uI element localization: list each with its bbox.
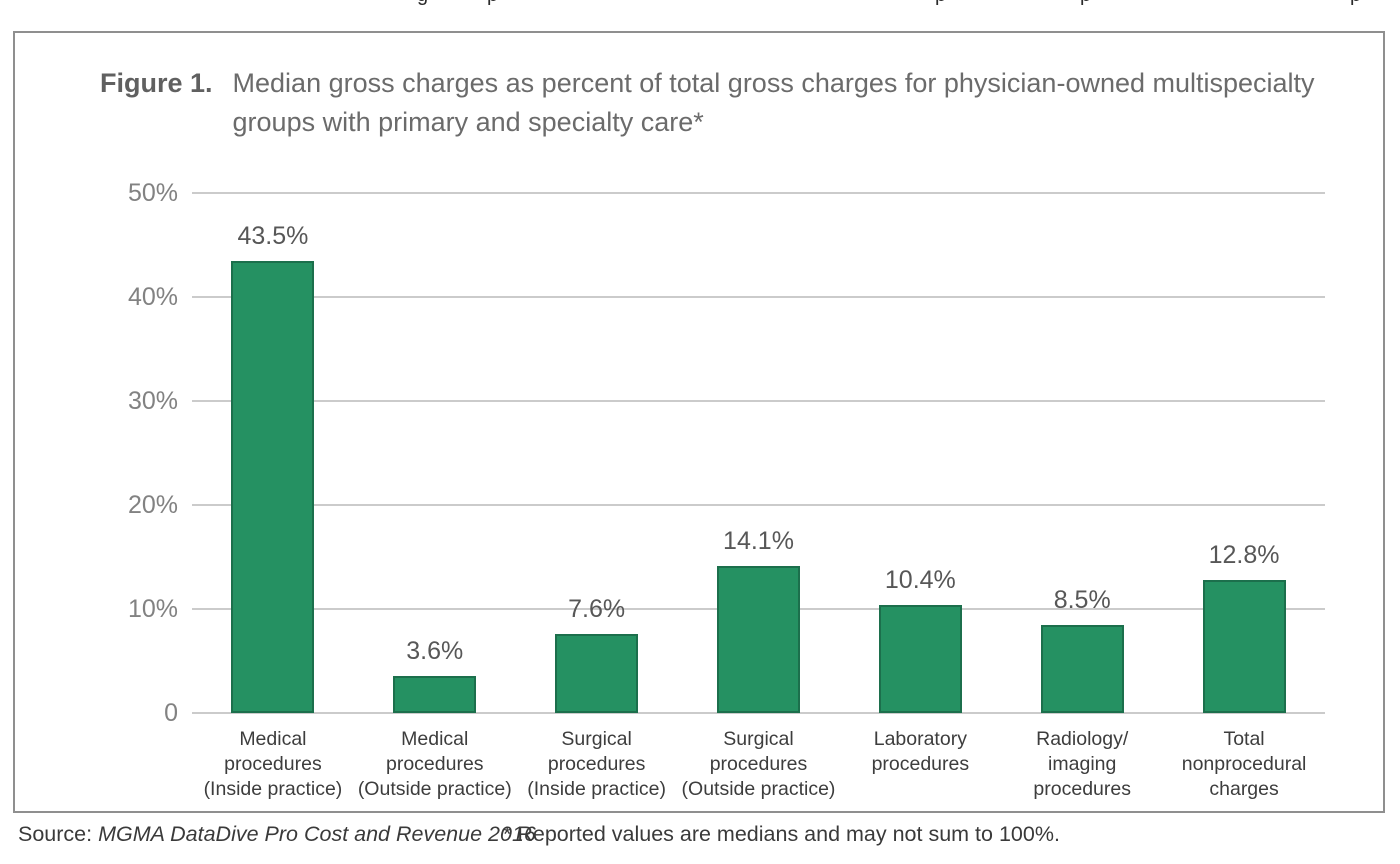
bar-value-label: 7.6% <box>568 594 626 623</box>
bar-value-label: 12.8% <box>1208 540 1280 569</box>
bar-category-label: Laboratory procedures <box>871 728 970 775</box>
bar-category-label: Surgical procedures (Outside practice) <box>681 728 836 800</box>
cropped-glyph: g <box>417 0 428 6</box>
bar <box>878 604 962 713</box>
bar-chart: 50% 40% 30% 20% 10% 0 43.5% Medical procedures … <box>128 181 1325 800</box>
bar <box>393 675 477 713</box>
source-prefix: Source: <box>18 822 99 846</box>
cropped-glyph: p <box>487 0 498 6</box>
cropped-glyph: p <box>1080 0 1091 6</box>
gridline <box>192 712 1325 714</box>
gridline <box>192 504 1325 506</box>
bar-category-label: Radiology/ imaging procedures <box>1033 728 1131 800</box>
y-tick-label: 40% <box>127 283 178 311</box>
bar-category-label: Medical procedures (Inside practice) <box>203 728 343 800</box>
bar <box>231 260 315 713</box>
gridline <box>192 400 1325 402</box>
bar-value-label: 10.4% <box>884 565 956 594</box>
figure-title: Median gross charges as percent of total… <box>232 68 1315 138</box>
bar-category-label: Total nonprocedural charges <box>1181 728 1307 800</box>
cropped-glyph: p <box>1350 0 1361 6</box>
figure-panel: Figure 1. Median gross charges as percen… <box>13 31 1385 813</box>
source-citation: MGMA DataDive Pro Cost and Revenue 2016 <box>98 822 536 846</box>
bar-value-label: 8.5% <box>1053 585 1111 614</box>
figure-title-row: Figure 1. Median gross charges as percen… <box>100 64 1338 142</box>
gridline <box>192 296 1325 298</box>
footnote: * Reported values are medians and may no… <box>503 822 1060 846</box>
bar-value-label: 3.6% <box>406 636 464 665</box>
gridline <box>192 192 1325 194</box>
y-tick-label: 10% <box>127 595 178 623</box>
y-tick-label: 50% <box>127 179 178 207</box>
bar-category-label: Medical procedures (Outside practice) <box>357 728 512 800</box>
bar <box>555 633 639 713</box>
y-tick-label: 30% <box>127 387 178 415</box>
bar <box>1202 579 1286 713</box>
bar-category-label: Surgical procedures (Inside practice) <box>527 728 666 800</box>
cropped-text-artifact: gpppp <box>0 0 1400 6</box>
bar-value-label: 14.1% <box>723 527 794 556</box>
figure-label: Figure 1. <box>100 68 213 98</box>
y-tick-label: 20% <box>127 491 178 519</box>
y-tick-label: 0 <box>164 699 178 727</box>
source-line: Source: MGMA DataDive Pro Cost and Reven… <box>18 822 536 847</box>
bar-value-label: 43.5% <box>237 221 309 250</box>
bar <box>1040 624 1124 713</box>
bar <box>717 566 800 713</box>
cropped-glyph: p <box>935 0 946 6</box>
